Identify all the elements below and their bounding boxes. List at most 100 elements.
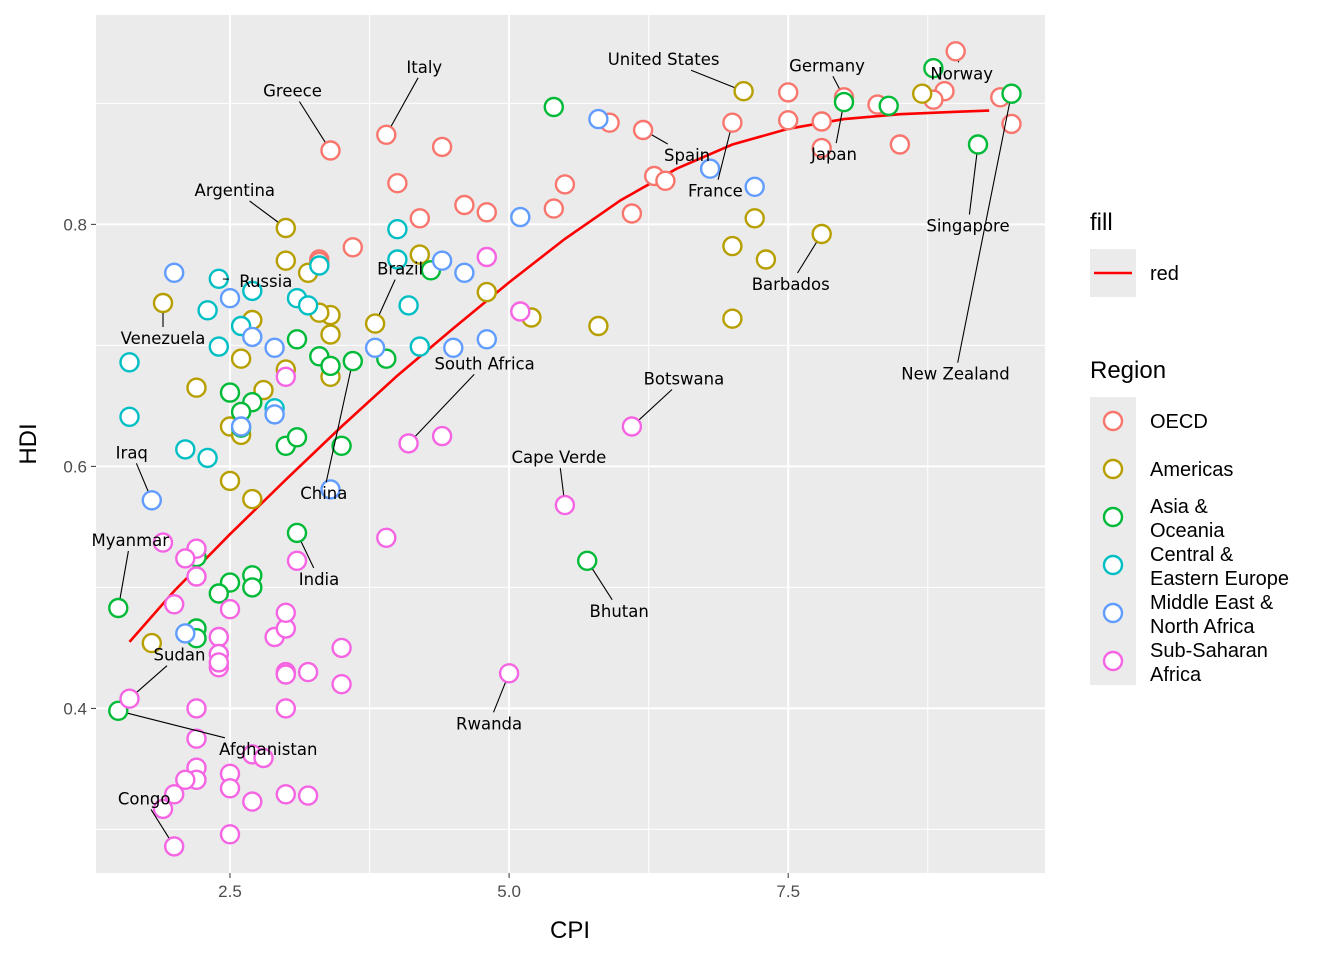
annotation-label: Brazil: [377, 260, 423, 279]
data-point: [744, 208, 765, 229]
annotation-label: France: [688, 182, 743, 201]
legend-key-circle: [1102, 602, 1124, 624]
legend-label: Oceania: [1150, 520, 1225, 542]
y-tick-label: 0.4: [63, 699, 87, 718]
annotation-connector: [119, 550, 129, 599]
data-point: [967, 134, 989, 155]
data-point: [175, 623, 196, 644]
data-point: [275, 602, 296, 623]
data-point: [510, 301, 531, 322]
data-point: [744, 176, 765, 198]
data-point: [878, 95, 899, 117]
legend-item: OECD: [1090, 397, 1208, 445]
annotation-italy: Italy: [390, 58, 442, 127]
annotation-connector: [150, 809, 170, 839]
annotation-botswana: Botswana: [638, 370, 724, 421]
data-point: [242, 791, 263, 812]
data-points: [108, 41, 1022, 857]
data-point: [186, 698, 207, 719]
legend-item: Central &Eastern Europe: [1090, 541, 1289, 590]
data-point: [476, 329, 497, 350]
annotation-label: South Africa: [434, 354, 534, 373]
data-point: [409, 336, 430, 357]
annotation-germany: Germany: [789, 56, 865, 89]
annotation-connector: [690, 69, 735, 89]
data-point: [264, 404, 285, 425]
data-point: [778, 82, 799, 103]
data-point: [387, 218, 408, 240]
data-point: [398, 295, 419, 316]
x-axis-title: CPI: [550, 917, 590, 944]
data-point: [554, 494, 576, 516]
annotation-label: Spain: [664, 146, 710, 165]
annotation-label: Italy: [406, 58, 442, 77]
data-point: [554, 174, 576, 195]
data-point: [431, 250, 453, 271]
annotation-label: Afghanistan: [219, 740, 317, 759]
annotation-label: Rwanda: [456, 714, 522, 733]
data-point: [409, 208, 430, 229]
data-point: [175, 439, 196, 460]
data-point: [364, 337, 386, 358]
data-point: [219, 599, 241, 620]
data-point: [309, 255, 330, 276]
legend-item: Middle East &North Africa: [1090, 589, 1274, 638]
data-point: [197, 300, 218, 321]
annotation-connector: [957, 103, 1011, 363]
data-point: [242, 577, 263, 598]
data-point: [733, 80, 754, 102]
legend-label: Asia &: [1150, 496, 1208, 518]
legend-key-circle: [1102, 506, 1124, 528]
data-point: [219, 470, 241, 492]
annotation-connector: [127, 712, 226, 739]
annotation-label: Congo: [118, 789, 171, 808]
data-point: [186, 377, 207, 398]
x-axis-ticks: 2.5 5.0 7.5: [218, 873, 800, 901]
legend-label: Sub-Saharan: [1150, 640, 1268, 662]
annotation-connector: [717, 132, 731, 180]
annotation-singapore: Singapore: [926, 154, 1010, 236]
annotation-iraq: Iraq: [116, 443, 149, 492]
legend-item: Americas: [1090, 445, 1233, 493]
annotation-cape-verde: Cape Verde: [512, 448, 606, 496]
data-point: [275, 366, 296, 387]
data-point: [722, 235, 743, 257]
data-point: [242, 488, 263, 510]
annotation-india: India: [299, 541, 339, 589]
data-point: [208, 652, 230, 673]
data-point: [945, 41, 966, 62]
annotation-connector: [832, 76, 840, 89]
annotation-connector: [797, 242, 817, 274]
data-point: [119, 688, 140, 709]
data-point: [208, 626, 230, 648]
series-middle-east-north-africa: [141, 108, 765, 644]
annotation-congo: Congo: [118, 789, 171, 839]
annotation-connector: [559, 468, 565, 496]
legend-label: Middle East &: [1150, 592, 1274, 614]
series-asia-oceania: [108, 57, 1022, 721]
legend-title: Region: [1090, 357, 1166, 384]
data-point: [208, 583, 230, 604]
data-point: [163, 784, 185, 805]
annotation-afghanistan: Afghanistan: [127, 712, 317, 759]
data-point: [175, 548, 196, 569]
annotation-south-africa: South Africa: [415, 354, 535, 437]
legend-label: red: [1150, 263, 1179, 285]
grid-major: [96, 15, 1045, 873]
legend-label: Africa: [1150, 664, 1202, 686]
data-point: [186, 566, 207, 587]
annotation-connector: [378, 279, 396, 315]
annotation-japan: Japan: [810, 111, 857, 164]
data-point: [275, 664, 296, 685]
annotation-russia: Russia: [222, 272, 292, 291]
annotation-connector: [300, 541, 315, 569]
data-point: [811, 137, 832, 159]
data-point: [163, 836, 185, 857]
annotation-united-states: United States: [608, 50, 735, 89]
annotation-france: France: [688, 132, 743, 201]
data-point: [286, 522, 308, 544]
annotation-barbados: Barbados: [752, 242, 830, 294]
annotation-rwanda: Rwanda: [456, 682, 522, 733]
